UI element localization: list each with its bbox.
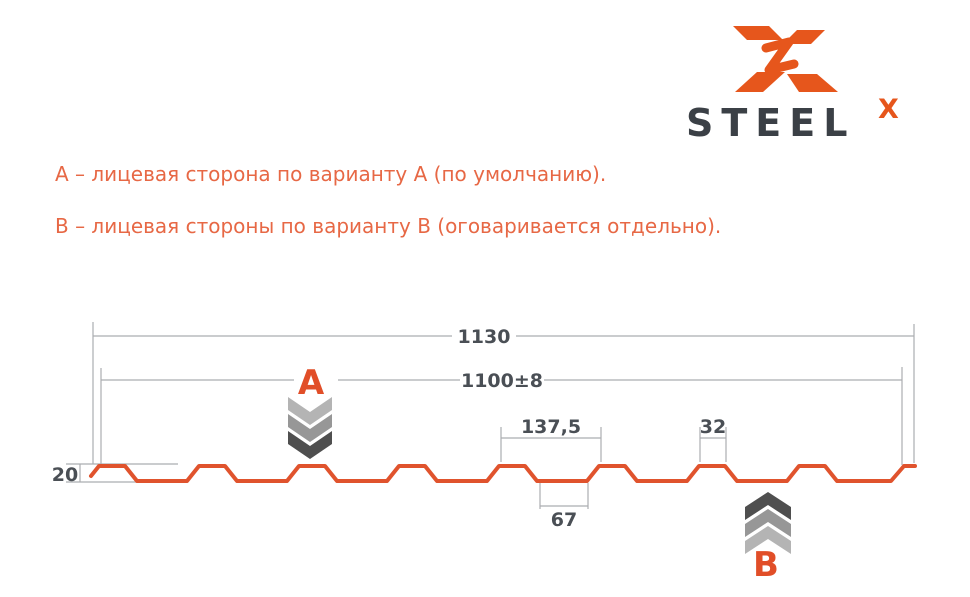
dimension-working-width: 1100±8 bbox=[101, 370, 902, 392]
logo-x-icon bbox=[733, 26, 838, 92]
note-variant-a: А – лицевая сторона по варианту А (по ум… bbox=[55, 162, 607, 186]
dimension-working-width-label: 1100±8 bbox=[461, 370, 543, 392]
dimension-valley-width-label: 67 bbox=[551, 509, 577, 531]
logo-arm-bottom-right bbox=[787, 74, 838, 92]
profile-outline bbox=[89, 464, 917, 483]
dimension-rib-top-label: 32 bbox=[700, 416, 726, 438]
dimension-overall-width-label: 1130 bbox=[458, 326, 511, 348]
note-variant-b: В – лицевая стороны по варианту В (огова… bbox=[55, 214, 722, 238]
side-a-marker: A bbox=[288, 363, 332, 459]
logo-arm-bottom-left bbox=[735, 72, 785, 92]
side-b-letter: B bbox=[753, 545, 779, 585]
dimension-valley-width: 67 bbox=[540, 505, 588, 531]
logo-arm-top-left bbox=[733, 26, 783, 40]
dimension-rib-pitch: 137,5 bbox=[501, 416, 601, 439]
logo-arm-top-right bbox=[783, 30, 825, 44]
logo-wordmark-sup: X bbox=[878, 94, 899, 125]
side-a-letter: A bbox=[298, 363, 325, 403]
logo-wordmark: STEEL bbox=[686, 101, 856, 145]
dimension-rib-pitch-label: 137,5 bbox=[521, 416, 581, 438]
extension-lines bbox=[92, 322, 915, 509]
side-a-chevrons-icon bbox=[288, 397, 332, 459]
dimension-rib-top: 32 bbox=[700, 416, 726, 439]
logo-s-band bbox=[761, 37, 799, 75]
side-b-marker: B bbox=[745, 492, 791, 585]
side-b-chevrons-icon bbox=[745, 492, 791, 554]
dimension-overall-width: 1130 bbox=[93, 326, 914, 348]
dimension-profile-height-label: 20 bbox=[52, 464, 78, 486]
